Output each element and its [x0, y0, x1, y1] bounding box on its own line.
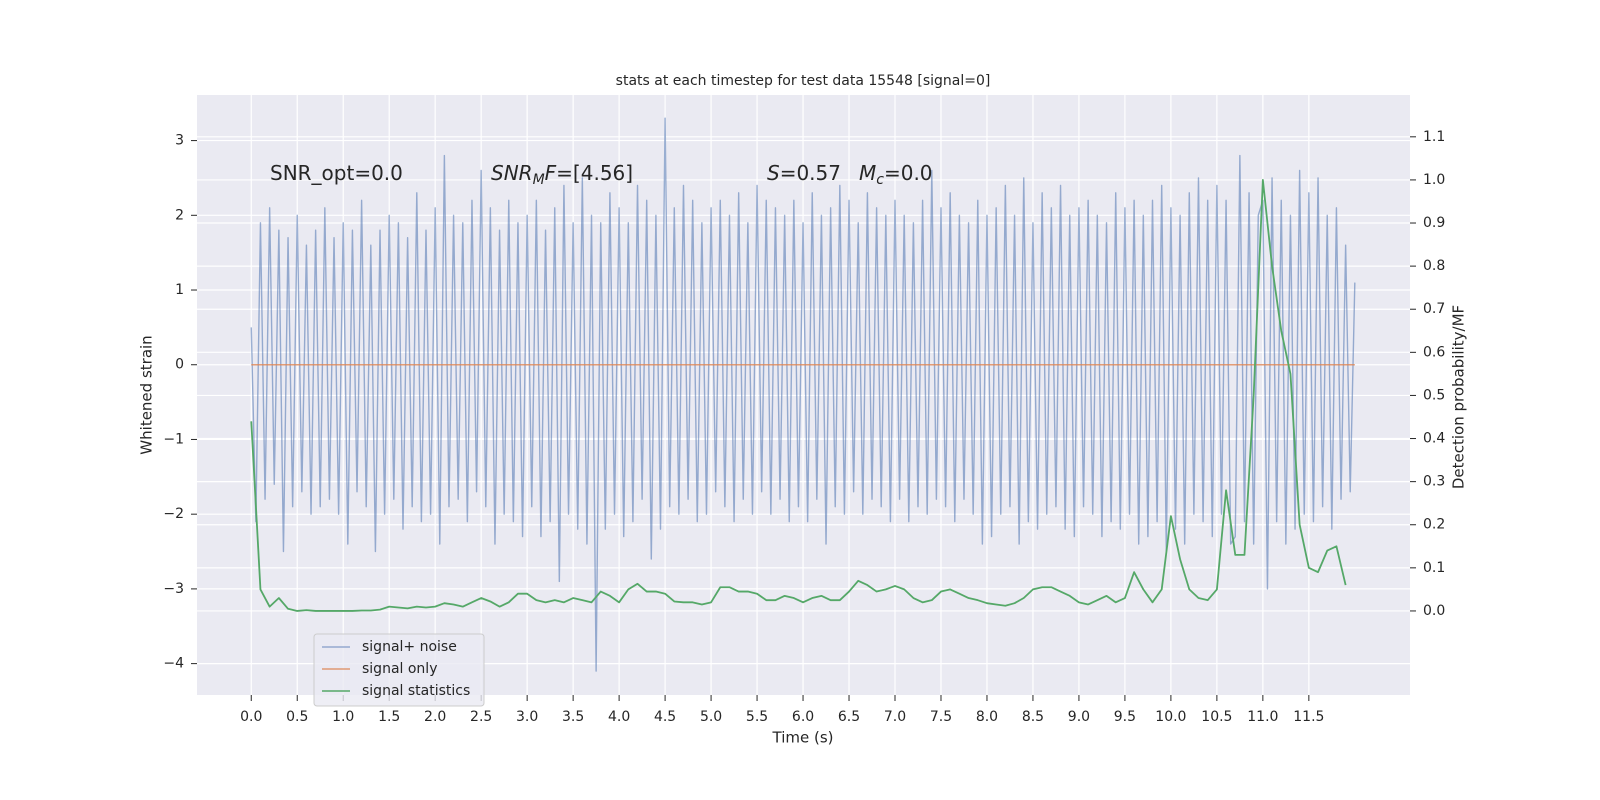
x-axis-label: Time (s) [772, 729, 834, 747]
x-tick-label: 2.0 [424, 709, 446, 725]
y2-tick-label: 1.0 [1423, 172, 1445, 188]
annotation: S=0.57 [767, 161, 841, 185]
x-tick-label: 11.5 [1293, 709, 1324, 725]
x-tick-label: 8.5 [1022, 709, 1044, 725]
x-tick-label: 3.0 [516, 709, 538, 725]
x-tick-label: 6.5 [838, 709, 860, 725]
y-tick-label: 0 [175, 357, 184, 373]
x-tick-label: 1.5 [378, 709, 400, 725]
y2-tick-label: 0.6 [1423, 344, 1445, 360]
y2-tick-label: 0.1 [1423, 560, 1445, 576]
annotation-part: SNR [491, 161, 533, 185]
series-line [250, 179, 1347, 612]
x-tick-label: 9.5 [1114, 709, 1136, 725]
y2-tick-label: 0.3 [1423, 474, 1445, 490]
x-tick-label: 7.5 [930, 709, 952, 725]
x-tick-label: 7.0 [884, 709, 906, 725]
x-tick-label: 3.5 [562, 709, 584, 725]
annotation-part: =0.57 [780, 161, 841, 185]
annotation-part: M [859, 161, 876, 185]
y2-tick-label: 0.7 [1423, 301, 1445, 317]
x-tick-label: 5.0 [700, 709, 722, 725]
x-tick-label: 4.0 [608, 709, 630, 725]
annotation-part: SNR_opt=0.0 [270, 161, 403, 185]
annotation: SNRMF=[4.56] [491, 161, 633, 189]
y-tick-label: −1 [163, 431, 184, 447]
y2-tick-label: 0.5 [1423, 387, 1445, 403]
legend-box [313, 633, 485, 707]
marks [250, 117, 1356, 672]
y-tick-label: 3 [175, 133, 184, 149]
annotation-part: c [876, 172, 884, 188]
x-tick-label: 6.0 [792, 709, 814, 725]
y-tick-label: −4 [163, 656, 184, 672]
y-tick-label: 1 [175, 282, 184, 298]
annotation-part: F [545, 161, 557, 185]
y2-tick-label: 0.0 [1423, 603, 1445, 619]
y-tick-label: −3 [163, 581, 184, 597]
y-tick-label: −2 [163, 506, 184, 522]
y2-tick-label: 0.9 [1423, 215, 1445, 231]
x-tick-label: 2.5 [470, 709, 492, 725]
x-tick-label: 0.0 [240, 709, 262, 725]
legend: signal+ noise signal only signal statistic… [313, 633, 485, 707]
x-tick-label: 10.0 [1155, 709, 1186, 725]
y2-tick-label: 0.8 [1423, 258, 1445, 274]
x-tick-label: 1.0 [332, 709, 354, 725]
legend-label: signal statistics [362, 683, 470, 699]
legend-label: signal+ noise [362, 639, 457, 655]
y2-tick-label: 0.4 [1423, 431, 1445, 447]
y-tick-label: 2 [175, 207, 184, 223]
annotation-part: =[4.56] [556, 161, 633, 185]
x-tick-label: 9.0 [1068, 709, 1090, 725]
y-axis-label: Whitened strain [138, 335, 156, 454]
x-tick-label: 4.5 [654, 709, 676, 725]
x-tick-label: 10.5 [1201, 709, 1232, 725]
annotation-part: =0.0 [884, 161, 933, 185]
y2-tick-label: 1.1 [1423, 129, 1445, 145]
series-line [250, 117, 1356, 672]
x-tick-label: 0.5 [286, 709, 308, 725]
annotation-part: S [767, 161, 780, 185]
y2-axis-label: Detection probability/MF [1450, 305, 1468, 489]
x-tick-label: 11.0 [1247, 709, 1278, 725]
annotation-part: M [533, 172, 545, 188]
annotation: Mc=0.0 [859, 161, 933, 189]
x-tick-label: 8.0 [976, 709, 998, 725]
legend-label: signal only [362, 661, 437, 677]
chart-title: stats at each timestep for test data 155… [616, 73, 991, 89]
annotation: SNR_opt=0.0 [270, 161, 403, 185]
y2-tick-label: 0.2 [1423, 517, 1445, 533]
x-tick-label: 5.5 [746, 709, 768, 725]
